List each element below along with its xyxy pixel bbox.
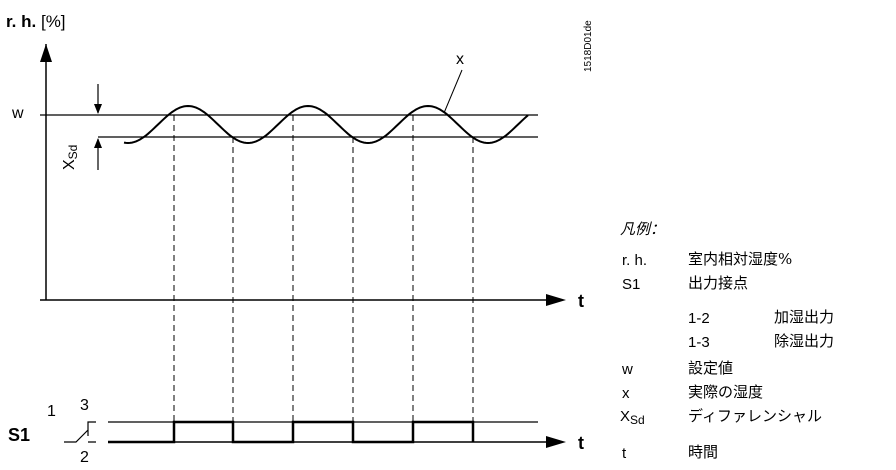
- legend-value: 実際の湿度: [688, 383, 764, 401]
- legend-value: ディファレンシャル: [688, 407, 822, 425]
- legend-key: t: [622, 445, 627, 462]
- time-label-upper: t: [578, 291, 584, 311]
- legend-key: w: [622, 361, 633, 378]
- legend-value: 室内相対湿度%: [688, 250, 793, 268]
- legend-key: S1: [622, 276, 641, 293]
- legend-key: x: [622, 385, 630, 402]
- legend-value: 出力接点: [688, 274, 749, 292]
- xsd-label-main: X: [61, 159, 78, 170]
- legend-key: XSd: [620, 409, 645, 426]
- legend-key: 1-3: [688, 334, 710, 351]
- s1-switch-signal: [108, 420, 475, 444]
- xsd-label: XSd: [61, 144, 80, 170]
- switching-dashed-lines: [173, 115, 474, 442]
- xsd-label-sub: Sd: [66, 144, 80, 160]
- y-axis-title: r. h. [%]: [6, 13, 66, 30]
- legend-key-main: X: [620, 408, 631, 425]
- legend-value: 設定値: [688, 359, 734, 377]
- s1-label: S1: [8, 425, 31, 445]
- y-axis-title-unit: [%]: [40, 12, 66, 31]
- y-axis-title-main: r. h.: [6, 12, 37, 31]
- legend-value: 時間: [688, 443, 719, 461]
- legend-value: 除湿出力: [774, 332, 835, 350]
- doc-id: 1518D01de: [583, 20, 594, 72]
- time-label-lower: t: [578, 433, 584, 453]
- setpoint-label: w: [12, 105, 24, 122]
- s1-contact-symbol: [64, 421, 96, 443]
- contact-3-label: 3: [80, 397, 89, 414]
- legend-key: r. h.: [622, 252, 648, 269]
- legend-key-sub: Sd: [630, 413, 645, 427]
- legend-value: 加湿出力: [774, 308, 835, 326]
- x-curve-label: x: [456, 51, 464, 68]
- contact-1-label: 1: [47, 403, 56, 420]
- legend-key: 1-2: [688, 310, 710, 327]
- legend-title: 凡例：: [620, 220, 666, 238]
- contact-2-label: 2: [80, 449, 89, 466]
- humidity-curve: [123, 104, 529, 145]
